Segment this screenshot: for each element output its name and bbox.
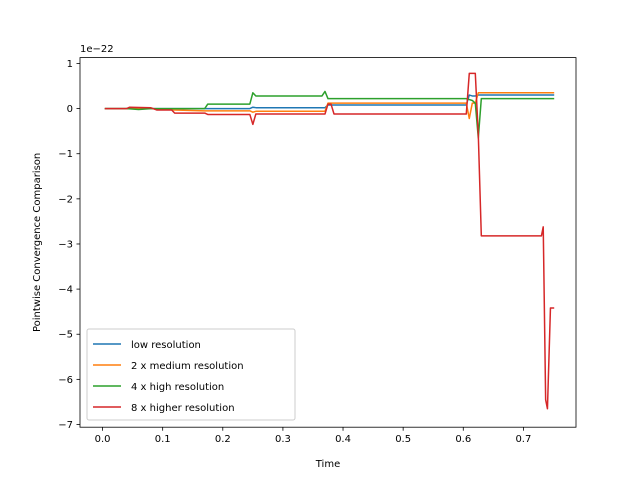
- y-ticks: 1 0 −1 −2 −3 −4 −5 −6 −7: [58, 59, 80, 431]
- x-ticks: 0.0 0.1 0.2 0.3 0.4 0.5 0.6 0.7: [95, 427, 531, 445]
- y-axis-label: Pointwise Convergence Comparison: [32, 153, 43, 332]
- legend-label-4: 8 x higher resolution: [131, 403, 235, 414]
- legend-label-1: low resolution: [131, 340, 201, 351]
- y-tick-label: −3: [58, 239, 73, 250]
- y-tick-label: −2: [58, 194, 73, 205]
- y-tick-label: −7: [58, 420, 73, 431]
- x-tick-label: 0.3: [275, 434, 291, 445]
- y-tick-label: −1: [58, 149, 73, 160]
- y-tick-label: 0: [67, 104, 73, 115]
- y-tick-label: −6: [58, 375, 73, 386]
- x-tick-label: 0.5: [395, 434, 411, 445]
- legend-label-3: 4 x high resolution: [131, 382, 224, 393]
- x-tick-label: 0.0: [95, 434, 111, 445]
- series-layer: [104, 72, 555, 410]
- offset-label: 1e−22: [80, 44, 114, 55]
- plot-area-frame: [79, 57, 577, 428]
- legend-label-2: 2 x medium resolution: [131, 361, 244, 372]
- series-line-4: [104, 72, 555, 410]
- y-tick-label: 1: [67, 59, 73, 70]
- x-tick-label: 0.7: [515, 434, 531, 445]
- x-axis-label: Time: [315, 459, 340, 470]
- y-tick-label: −5: [58, 330, 73, 341]
- y-tick-label: −4: [58, 285, 73, 296]
- legend-frame: [86, 328, 296, 421]
- x-tick-label: 0.1: [155, 434, 171, 445]
- legend: low resolution 2 x medium resolution 4 x h…: [86, 328, 296, 421]
- x-tick-label: 0.6: [455, 434, 471, 445]
- x-tick-label: 0.2: [215, 434, 231, 445]
- x-tick-label: 0.4: [335, 434, 351, 445]
